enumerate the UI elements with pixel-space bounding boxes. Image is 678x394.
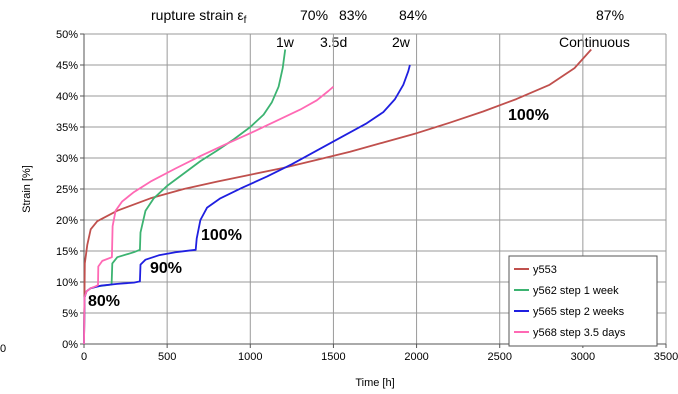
step-labels: 80% 90% 100% 100% xyxy=(88,107,549,310)
y-tick-label: 15% xyxy=(56,246,78,258)
x-tick-label: 0 xyxy=(81,351,87,363)
left-edge-label: 0 xyxy=(0,343,6,355)
curve-label-1w: 1w xyxy=(276,34,295,50)
step-label-90: 90% xyxy=(150,260,182,277)
rupture-strain-subscript: f xyxy=(244,15,247,26)
x-tick-label: 500 xyxy=(158,351,176,363)
legend-label-0: y553 xyxy=(533,264,557,276)
legend-box xyxy=(508,255,658,347)
chart-header: rupture strain εf 70% 83% 84% 87% 1w 3.5… xyxy=(151,7,630,50)
y-tick-label: 20% xyxy=(56,215,78,227)
y-tick-label: 40% xyxy=(56,91,78,103)
legend-label-1: y562 step 1 week xyxy=(533,285,619,297)
rupture-value-3-5d: 83% xyxy=(339,7,367,23)
y-tick-label: 30% xyxy=(56,153,78,165)
y-tick-label: 35% xyxy=(56,122,78,134)
rupture-value-2w: 84% xyxy=(399,7,427,23)
x-tick-label: 2500 xyxy=(487,351,511,363)
step-label-80: 80% xyxy=(88,293,120,310)
curve-label-continuous: Continuous xyxy=(559,34,630,50)
y-tick-label: 5% xyxy=(62,308,78,320)
y-tick-label: 25% xyxy=(56,184,78,196)
legend: y553 y562 step 1 week y565 step 2 weeks y56… xyxy=(508,255,658,347)
x-tick-label: 2000 xyxy=(404,351,428,363)
y-tick-label: 45% xyxy=(56,60,78,72)
curve-label-2w: 2w xyxy=(392,34,411,50)
step-label-100-continuous: 100% xyxy=(508,107,549,124)
rupture-strain-prefix: rupture strain ε xyxy=(151,7,244,23)
step-label-100-steps: 100% xyxy=(201,227,242,244)
rupture-value-continuous: 87% xyxy=(596,7,624,23)
series-line-2 xyxy=(83,64,411,345)
legend-label-2: y565 step 2 weeks xyxy=(533,306,625,318)
rupture-value-1w: 70% xyxy=(300,7,328,23)
legend-label-3: y568 step 3.5 days xyxy=(533,327,626,339)
y-tick-label: 50% xyxy=(56,29,78,41)
rupture-strain-label: rupture strain εf xyxy=(151,7,247,26)
series-lines xyxy=(83,48,592,345)
x-tick-label: 3500 xyxy=(654,351,678,363)
y-tick-label: 10% xyxy=(56,277,78,289)
axes: 0% 5% 10% 15% 20% 25% 30% 35% 40% 45% 50% 0 500 1000 1… xyxy=(21,29,678,389)
x-tick-label: 3000 xyxy=(571,351,595,363)
x-axis-title: Time [h] xyxy=(355,377,394,389)
x-tick-label: 1000 xyxy=(238,351,262,363)
y-tick-label: 0% xyxy=(62,339,78,351)
series-line-3 xyxy=(83,86,334,345)
x-tick-label: 1500 xyxy=(321,351,345,363)
y-axis-title: Strain [%] xyxy=(21,165,33,213)
